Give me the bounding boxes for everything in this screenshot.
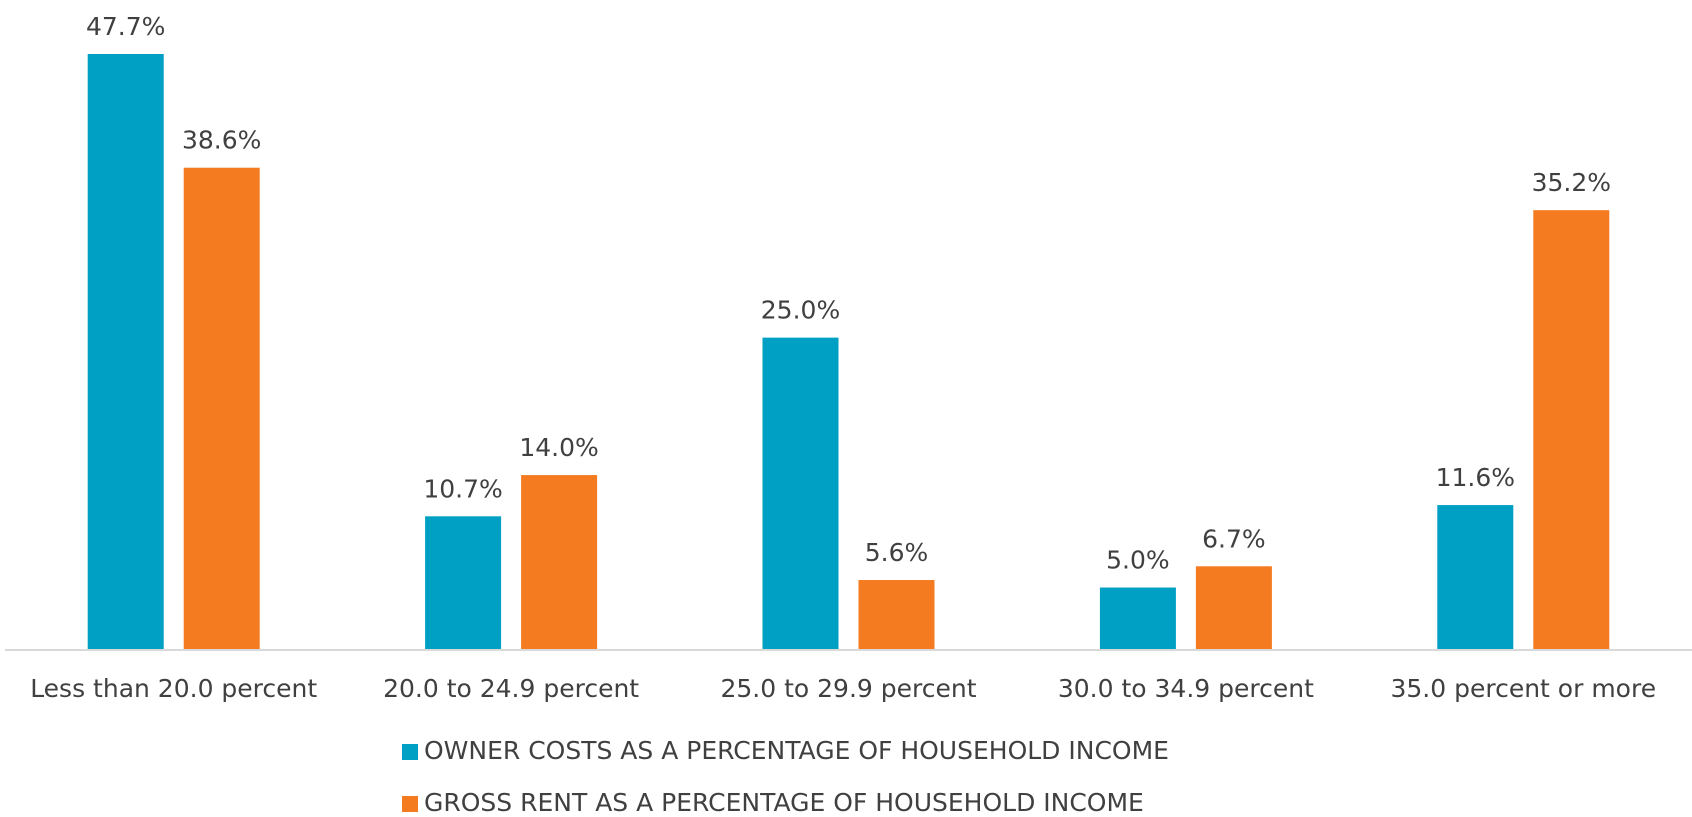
bar xyxy=(1195,566,1272,650)
x-tick-label: Less than 20.0 percent xyxy=(30,674,317,703)
legend-label: OWNER COSTS AS A PERCENTAGE OF HOUSEHOLD… xyxy=(424,736,1169,765)
bar xyxy=(1533,210,1610,650)
bar xyxy=(1099,587,1176,650)
x-tick-label: 35.0 percent or more xyxy=(1391,674,1657,703)
data-label: 25.0% xyxy=(761,296,840,325)
bar xyxy=(183,167,260,650)
data-label: 35.2% xyxy=(1532,168,1611,197)
data-label: 14.0% xyxy=(519,433,598,462)
x-tick-label: 20.0 to 24.9 percent xyxy=(383,674,639,703)
data-label: 38.6% xyxy=(182,126,261,155)
data-label: 6.7% xyxy=(1202,524,1266,553)
data-label: 47.7% xyxy=(86,12,165,41)
data-label: 10.7% xyxy=(423,474,502,503)
bar xyxy=(521,475,598,650)
x-tick-label: 30.0 to 34.9 percent xyxy=(1058,674,1314,703)
bar xyxy=(858,580,935,650)
x-tick-label: 25.0 to 29.9 percent xyxy=(720,674,976,703)
legend-swatch xyxy=(402,744,418,760)
bar xyxy=(762,337,839,650)
data-label: 5.6% xyxy=(865,538,929,567)
legend-swatch xyxy=(402,796,418,812)
data-label: 11.6% xyxy=(1436,463,1515,492)
bar xyxy=(1437,505,1514,650)
bar xyxy=(87,54,164,650)
bar xyxy=(425,516,502,650)
legend-label: GROSS RENT AS A PERCENTAGE OF HOUSEHOLD … xyxy=(424,788,1144,817)
data-label: 5.0% xyxy=(1106,546,1170,575)
